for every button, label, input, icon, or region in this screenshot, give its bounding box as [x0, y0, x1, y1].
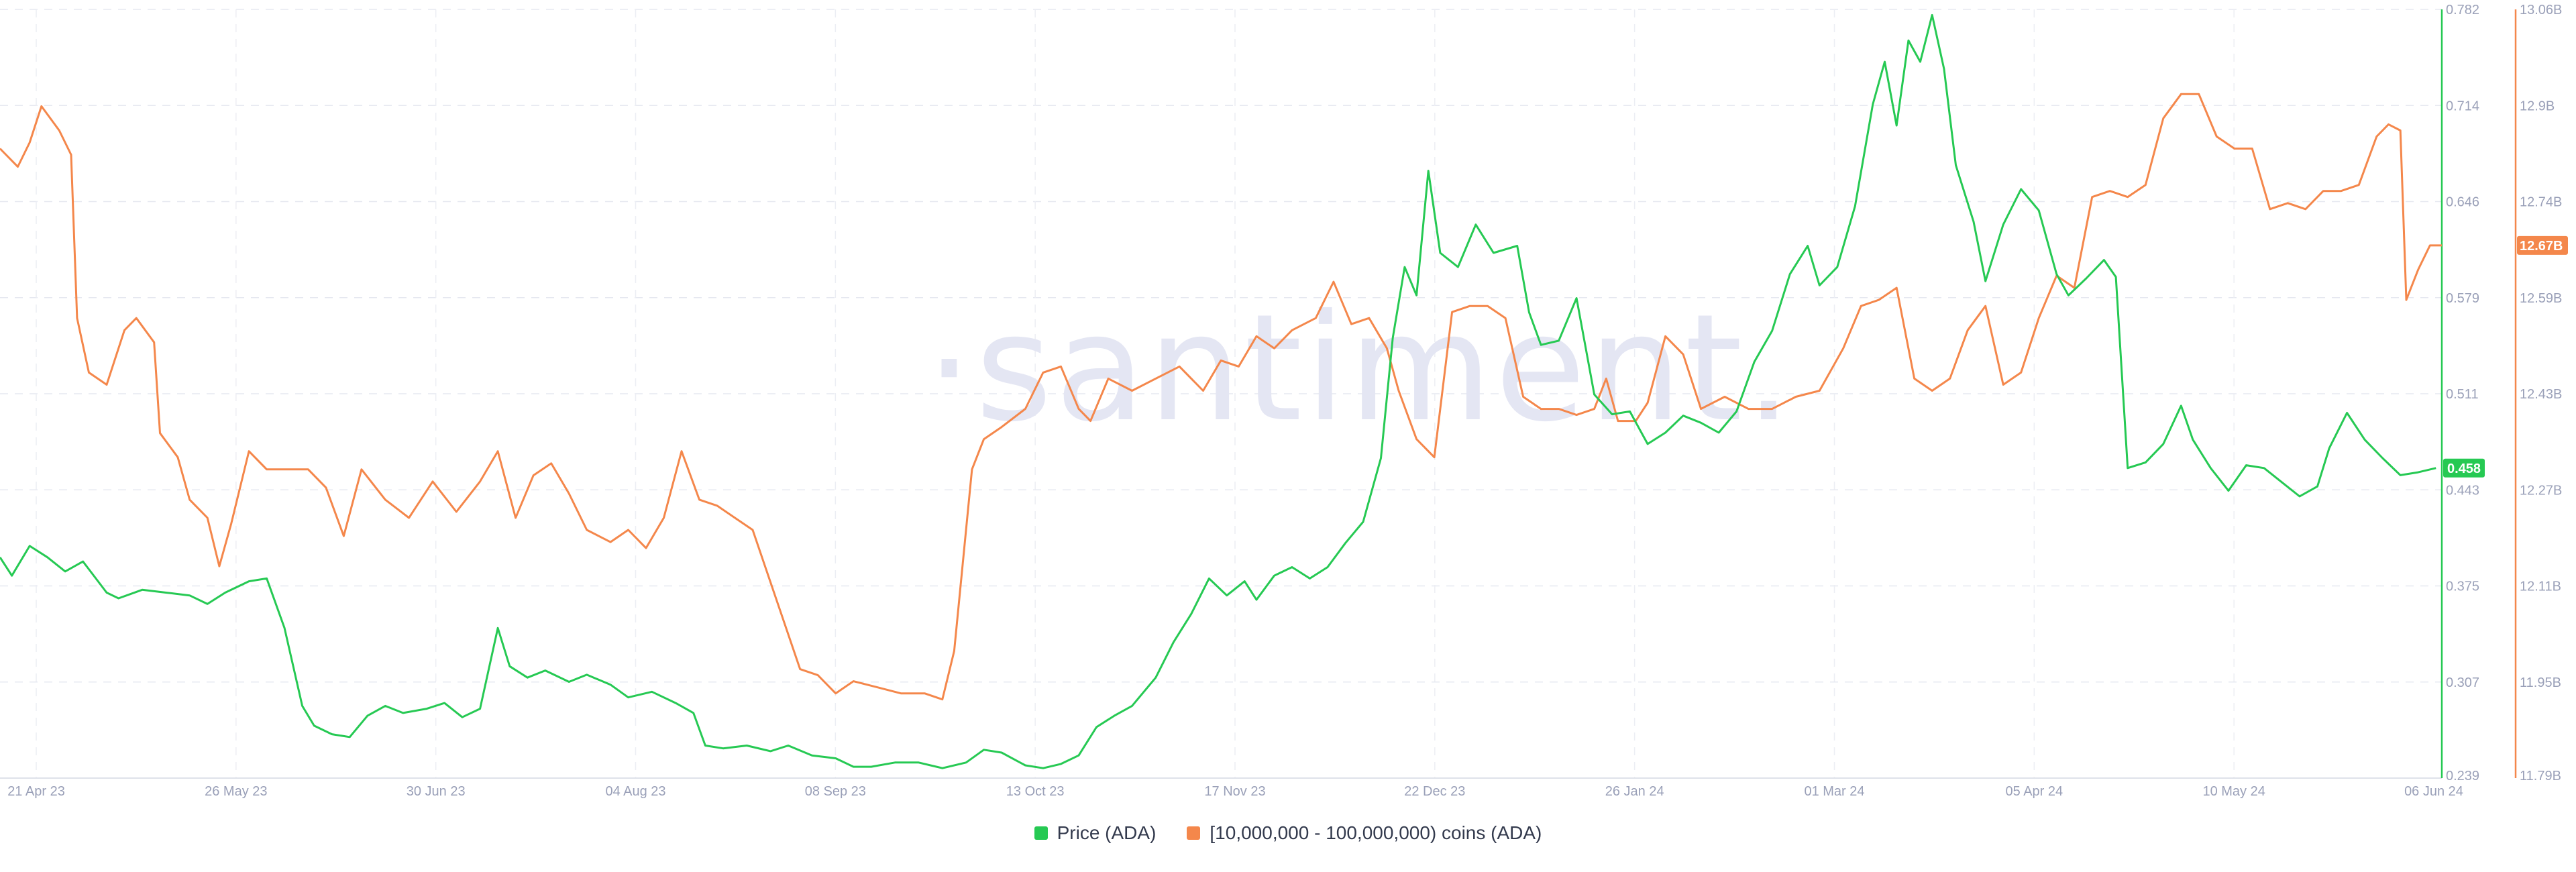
- left-tick-label: 0.511: [2446, 387, 2479, 402]
- chart-grid: [0, 9, 2442, 778]
- x-tick-label: 13 Oct 23: [1006, 784, 1065, 799]
- holdings-line: [0, 93, 2442, 701]
- x-tick-label: 17 Nov 23: [1204, 784, 1265, 799]
- price-line: [0, 13, 2436, 769]
- price-current-label: 0.458: [2447, 461, 2481, 476]
- current-value-badges: 0.458 12.67B: [2443, 235, 2568, 478]
- right-tick-label: 12.74B: [2520, 195, 2562, 210]
- holdings-current-badge: [2517, 235, 2568, 255]
- x-tick-label: 26 May 23: [205, 784, 267, 799]
- x-tick-label: 01 Mar 24: [1804, 784, 1864, 799]
- x-tick-label: 06 Jun 24: [2404, 784, 2463, 799]
- santiment-watermark: ·santiment.: [926, 282, 1794, 454]
- right-tick-label: 11.95B: [2520, 675, 2561, 690]
- left-tick-label: 0.782: [2446, 3, 2479, 17]
- price-current-badge: [2443, 458, 2485, 478]
- left-tick-label: 0.443: [2446, 483, 2479, 498]
- right-tick-label: 12.11B: [2520, 580, 2561, 594]
- chart-axes: [0, 9, 2517, 779]
- left-tick-label: 0.714: [2446, 99, 2479, 113]
- x-tick-label: 10 May 24: [2202, 784, 2265, 799]
- left-axis-ticks: 0.782 0.714 0.646 0.579 0.511 0.443 0.375 0.307…: [2446, 3, 2479, 783]
- x-tick-label: 26 Jan 24: [1605, 784, 1664, 799]
- left-tick-label: 0.579: [2446, 291, 2479, 306]
- left-tick-label: 0.375: [2446, 580, 2479, 594]
- legend-label-price: Price (ADA): [1057, 822, 1157, 843]
- legend-item-price[interactable]: Price (ADA): [1034, 822, 1157, 844]
- x-tick-label: 30 Jun 23: [407, 784, 466, 799]
- right-tick-label: 12.43B: [2520, 387, 2562, 402]
- price-swatch: [1034, 826, 1048, 840]
- chart-legend: Price (ADA) [10,000,000 - 100,000,000) c…: [0, 822, 2576, 844]
- holdings-current-label: 12.67B: [2520, 239, 2563, 254]
- chart-series: [0, 13, 2442, 769]
- right-tick-label: 13.06B: [2520, 3, 2562, 17]
- left-tick-label: 0.307: [2446, 675, 2479, 690]
- holdings-swatch: [1187, 826, 1201, 840]
- legend-item-holdings[interactable]: [10,000,000 - 100,000,000) coins (ADA): [1187, 822, 1542, 844]
- right-axis-ticks: 13.06B 12.9B 12.74B 12.59B 12.43B 12.27B 12.11…: [2520, 3, 2562, 783]
- right-tick-label: 12.27B: [2520, 483, 2562, 498]
- legend-label-holdings: [10,000,000 - 100,000,000) coins (ADA): [1210, 822, 1542, 843]
- x-tick-label: 05 Apr 24: [2006, 784, 2063, 799]
- left-tick-label: 0.646: [2446, 195, 2479, 210]
- x-tick-label: 21 Apr 23: [7, 784, 65, 799]
- x-axis-ticks: 21 Apr 23 26 May 23 30 Jun 23 04 Aug 23 08 S…: [7, 784, 2463, 799]
- x-tick-label: 08 Sep 23: [805, 784, 866, 799]
- x-tick-label: 22 Dec 23: [1404, 784, 1465, 799]
- right-tick-label: 11.79B: [2520, 769, 2561, 783]
- left-tick-label: 0.239: [2446, 769, 2479, 783]
- x-tick-label: 04 Aug 23: [605, 784, 665, 799]
- right-tick-label: 12.59B: [2520, 291, 2562, 306]
- right-tick-label: 12.9B: [2520, 99, 2555, 113]
